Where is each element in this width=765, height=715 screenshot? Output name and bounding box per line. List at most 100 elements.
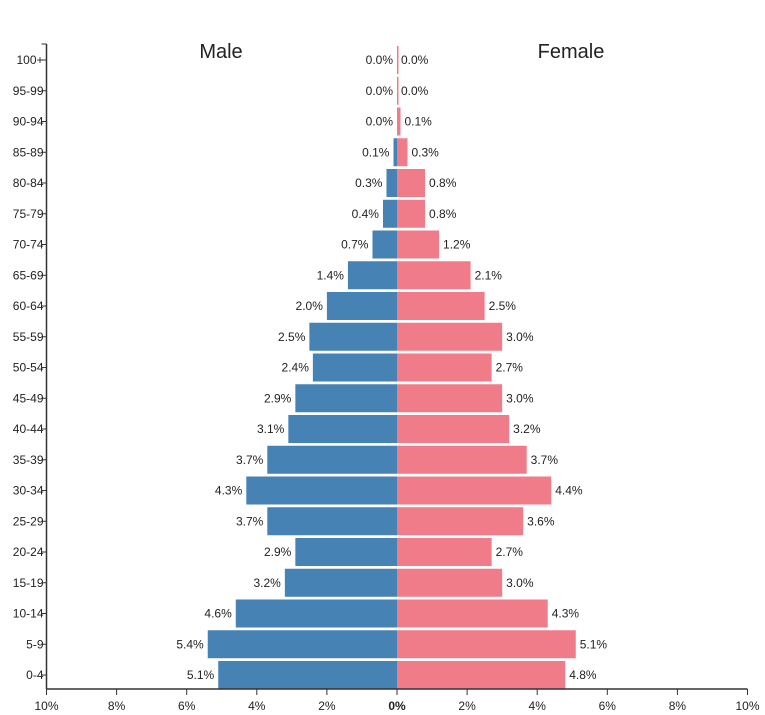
y-tick-label: 80-84	[13, 176, 44, 190]
female-bar-80-84	[397, 169, 426, 197]
x-tick-label: 2%	[318, 699, 336, 713]
male-bar-75-79	[382, 199, 397, 228]
x-tick-label: 4%	[248, 699, 266, 713]
y-tick-label: 40-44	[13, 422, 44, 436]
male-side-title: Male	[199, 41, 242, 63]
female-value-label: 2.7%	[496, 545, 524, 559]
female-value-label: 3.0%	[506, 576, 534, 590]
female-bar-5-9	[397, 630, 576, 659]
female-value-label: 3.6%	[527, 514, 555, 528]
y-tick-label: 5-9	[26, 637, 44, 651]
female-bar-55-59	[397, 322, 503, 351]
female-bar-30-34	[397, 476, 552, 505]
axes-layer: 100+ 95-99 90-94 85-89 80-84 75-79 70-74 65-69 6…	[13, 43, 760, 713]
male-bar-15-19	[284, 568, 397, 597]
female-value-label: 3.7%	[531, 453, 559, 467]
female-bar-95-99	[397, 76, 399, 105]
female-side-title: Female	[538, 41, 605, 63]
female-value-label: 0.0%	[401, 84, 429, 98]
female-value-label: 4.3%	[552, 607, 580, 621]
male-value-label: 2.9%	[264, 391, 292, 405]
x-tick-label: 8%	[108, 699, 126, 713]
y-tick-label: 70-74	[13, 238, 44, 252]
male-value-label: 1.4%	[317, 268, 345, 282]
female-value-label: 5.1%	[580, 637, 608, 651]
male-bar-10-14	[235, 599, 397, 628]
male-value-label: 0.1%	[362, 145, 390, 159]
male-value-label: 2.5%	[278, 330, 306, 344]
y-tick-label: 85-89	[13, 145, 44, 159]
male-value-label: 3.1%	[257, 422, 285, 436]
male-bar-55-59	[309, 322, 397, 351]
male-value-label: 3.2%	[253, 576, 281, 590]
female-bar-25-29	[397, 507, 524, 536]
y-tick-label: 25-29	[13, 514, 44, 528]
male-bar-65-69	[347, 261, 397, 290]
female-bar-100+	[397, 46, 399, 74]
male-bar-35-39	[267, 445, 397, 474]
y-tick-label: 100+	[16, 53, 43, 67]
female-value-label: 0.0%	[401, 53, 429, 67]
female-value-label: 0.3%	[412, 145, 440, 159]
male-value-label: 4.6%	[204, 607, 232, 621]
female-bar-20-24	[397, 538, 492, 566]
female-bar-50-54	[397, 353, 492, 382]
male-bar-20-24	[295, 538, 397, 566]
y-tick-label: 10-14	[13, 607, 44, 621]
x-tick-label: 10%	[735, 699, 759, 713]
male-bar-0-4	[218, 661, 397, 689]
female-bar-65-69	[397, 261, 471, 290]
x-tick-label: 6%	[178, 699, 196, 713]
male-bar-40-44	[288, 415, 397, 443]
y-tick-label: 0-4	[26, 668, 44, 682]
female-value-label: 4.4%	[555, 484, 583, 498]
female-bar-10-14	[397, 599, 548, 628]
female-value-label: 3.2%	[513, 422, 541, 436]
male-value-label: 0.4%	[352, 207, 380, 221]
y-tick-label: 35-39	[13, 453, 44, 467]
female-value-label: 2.5%	[489, 299, 517, 313]
male-bar-50-54	[312, 353, 397, 382]
y-tick-label: 95-99	[13, 84, 44, 98]
male-bar-30-34	[246, 476, 397, 505]
female-bar-0-4	[397, 661, 566, 689]
male-value-label: 0.0%	[366, 84, 394, 98]
y-tick-label: 50-54	[13, 361, 44, 375]
female-bar-40-44	[397, 415, 510, 443]
male-bar-25-29	[267, 507, 397, 536]
female-bar-70-74	[397, 230, 440, 259]
female-value-label: 3.0%	[506, 330, 534, 344]
male-value-label: 4.3%	[215, 484, 243, 498]
female-value-label: 3.0%	[506, 391, 534, 405]
female-bar-85-89	[397, 138, 408, 167]
female-bar-35-39	[397, 445, 527, 474]
female-bar-90-94	[397, 107, 401, 136]
male-value-label: 5.1%	[187, 668, 215, 682]
female-value-label: 0.8%	[429, 176, 457, 190]
male-value-label: 3.7%	[236, 453, 264, 467]
male-bar-45-49	[295, 384, 397, 413]
x-tick-label: 4%	[529, 699, 547, 713]
y-tick-label: 60-64	[13, 299, 44, 313]
male-value-label: 0.0%	[366, 115, 394, 129]
male-bar-85-89	[393, 138, 397, 167]
female-bar-60-64	[397, 292, 485, 320]
y-tick-label: 55-59	[13, 330, 44, 344]
y-tick-label: 15-19	[13, 576, 44, 590]
female-bar-75-79	[397, 199, 426, 228]
y-tick-label: 90-94	[13, 115, 44, 129]
y-tick-label: 75-79	[13, 207, 44, 221]
x-tick-label: 2%	[458, 699, 476, 713]
male-value-label: 2.4%	[282, 361, 310, 375]
female-value-label: 2.1%	[475, 268, 503, 282]
x-tick-label: 6%	[599, 699, 617, 713]
y-tick-label: 20-24	[13, 545, 44, 559]
bar-labels-layer: 0.0% 0.0% 0.0% 0.0% 0.0% 0.1% 0.1% 0.3% 0.3% 0.8%…	[176, 53, 607, 682]
male-bar-60-64	[326, 292, 397, 320]
male-value-label: 5.4%	[176, 637, 204, 651]
female-value-label: 2.7%	[496, 361, 524, 375]
x-tick-label: 10%	[34, 699, 58, 713]
x-tick-label: 0%	[388, 699, 406, 713]
male-value-label: 2.9%	[264, 545, 292, 559]
